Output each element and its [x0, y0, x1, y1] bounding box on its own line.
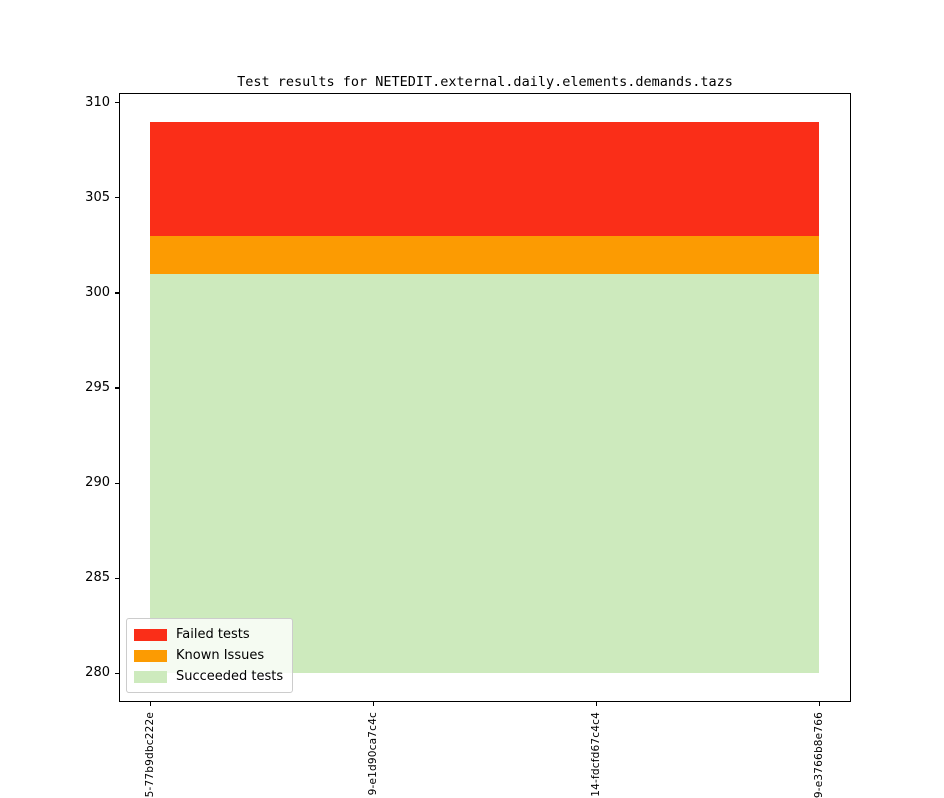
x-tick-mark	[818, 702, 820, 706]
y-tick-label: 290	[85, 475, 110, 491]
x-tick-label: 5-77b9dbc222e	[144, 712, 156, 798]
y-tick-label: 305	[85, 189, 110, 205]
legend-swatch-failed-tests	[134, 628, 167, 641]
x-tick-mark	[372, 702, 374, 706]
x-tick-mark	[595, 702, 597, 706]
y-tick-mark	[115, 387, 119, 389]
y-tick-mark	[115, 102, 119, 104]
y-tick-mark	[115, 577, 119, 579]
area-failed-tests	[150, 121, 819, 236]
y-tick-label: 310	[85, 94, 110, 110]
legend-label: Failed tests	[176, 627, 250, 642]
y-tick-mark	[115, 672, 119, 675]
area-known-issues	[150, 235, 819, 274]
x-tick-label: 9-e1d90ca7c4c	[367, 712, 379, 796]
x-tick-label: 14-fdcfd67c4c4	[590, 712, 602, 797]
legend-entry-known-issues: Known Issues	[134, 647, 283, 664]
legend-label: Known Issues	[176, 648, 265, 663]
y-tick-mark	[115, 292, 119, 294]
x-tick-label: 9-e3766b8e766	[813, 712, 825, 798]
area-succeeded-tests	[150, 273, 819, 674]
y-tick-label: 285	[85, 570, 110, 586]
y-tick-label: 280	[85, 665, 110, 681]
x-tick-mark	[149, 702, 151, 706]
y-tick-label: 295	[85, 379, 110, 395]
legend: Failed tests Known Issues Succeeded tests	[126, 618, 294, 693]
y-tick-label: 300	[85, 284, 110, 300]
y-tick-mark	[115, 197, 119, 199]
y-tick-mark	[115, 482, 119, 484]
legend-swatch-known-issues	[134, 649, 167, 662]
plot-area: 280 285 290 295 300 305 310 5-77b9dbc222e 9-e1d9…	[85, 93, 851, 798]
legend-entry-succeeded-tests: Succeeded tests	[134, 668, 283, 685]
legend-label: Succeeded tests	[176, 669, 284, 684]
chart-title: Test results for NETEDIT.external.daily.…	[237, 74, 733, 90]
legend-entry-failed-tests: Failed tests	[134, 626, 283, 643]
legend-swatch-succeeded-tests	[134, 670, 167, 683]
